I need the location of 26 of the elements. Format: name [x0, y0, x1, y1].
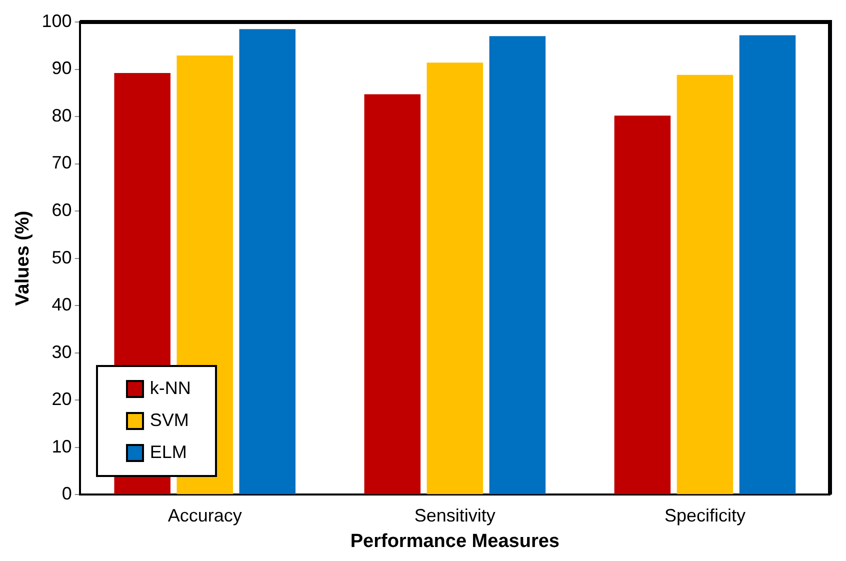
bar	[739, 35, 796, 494]
bar	[364, 94, 421, 494]
legend-label: ELM	[150, 442, 187, 464]
legend-label: k-NN	[150, 378, 191, 400]
y-tick-label: 20	[52, 389, 72, 410]
y-tick-label: 60	[52, 200, 72, 220]
y-tick-label: 100	[42, 10, 72, 31]
y-tick-label: 40	[52, 294, 72, 315]
y-tick-label: 50	[52, 247, 72, 268]
bar	[426, 62, 484, 494]
y-tick-label: 90	[52, 58, 72, 78]
x-tick-label: Accuracy	[168, 505, 242, 526]
y-tick-label: 0	[62, 484, 72, 504]
x-tick-label: Specificity	[664, 505, 746, 526]
bar	[239, 29, 296, 494]
bar	[676, 74, 734, 494]
bar	[614, 116, 671, 494]
legend-label: SVM	[150, 410, 189, 432]
y-tick-label: 30	[52, 342, 72, 362]
bar	[489, 36, 546, 494]
y-tick-label: 70	[52, 152, 72, 173]
y-tick-label: 80	[52, 105, 72, 126]
y-tick-label: 10	[52, 436, 72, 456]
x-axis-title: Performance Measures	[350, 530, 560, 552]
y-axis-title: Values (%)	[12, 210, 34, 306]
x-tick-label: Sensitivity	[414, 505, 496, 526]
